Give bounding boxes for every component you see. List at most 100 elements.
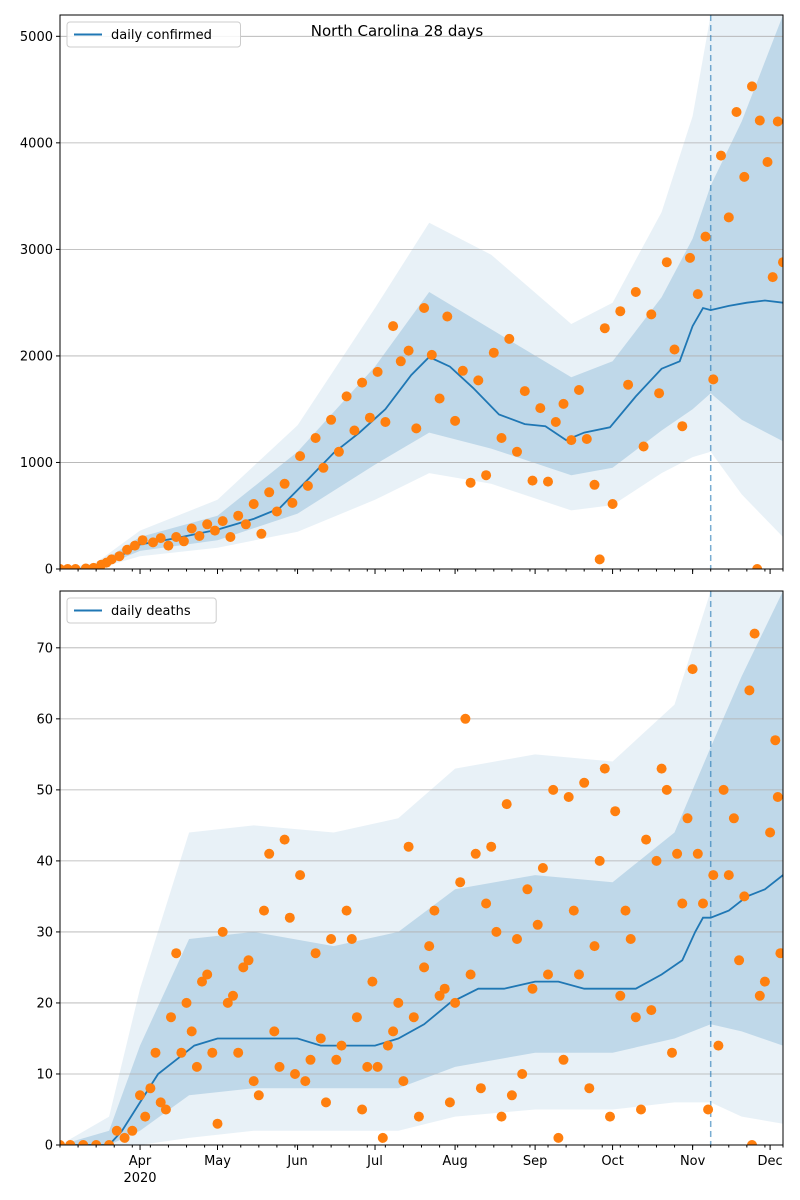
data-point [127,1125,138,1136]
data-point [615,306,626,317]
data-point [754,115,765,126]
data-point [641,834,652,845]
data-point [698,898,708,909]
data-point [305,1054,316,1065]
data-point [470,848,481,859]
data-point [176,1047,187,1058]
data-point [419,962,430,973]
plot-area [60,15,783,569]
legend-box [66,597,217,624]
data-point [589,479,600,490]
data-point [512,446,522,457]
y-tick-label: 0 [45,1139,53,1154]
data-point [473,375,484,386]
data-point [527,475,538,486]
y-tick-label: 20 [36,996,53,1011]
data-point [669,344,680,355]
data-point [700,231,711,242]
data-point [122,544,133,555]
x-tick-label: Oct [601,1154,623,1169]
data-point [623,379,634,390]
data-point [718,784,729,795]
data-point [106,554,117,565]
data-point [501,799,512,810]
data-point [279,834,290,845]
data-point [692,289,703,300]
data-point [504,333,515,344]
data-point [186,1026,197,1037]
data-point [248,1076,259,1087]
x-tick-label: May [204,1154,231,1169]
data-point [574,969,584,980]
data-point [315,1033,326,1044]
data-point [155,533,166,544]
data-point [744,685,755,696]
x-tick-label: Jun [286,1154,307,1169]
data-point [734,955,745,966]
data-point [762,157,773,167]
data-point [615,990,626,1001]
data-point [233,1047,244,1058]
data-point [135,1090,145,1101]
data-point [450,415,461,426]
data-point [65,1140,76,1145]
data-point [661,257,672,268]
data-point [140,1111,151,1122]
deaths-panel: 0 10 20 30 40 50 60 70 Apr May Jun Jul Aug Sep Oct Nov D… [36,590,784,1186]
x-tick-label: Jul [366,1154,383,1169]
uncertainty-band-1 [60,591,783,1145]
y-tick-label: 5000 [20,30,53,45]
data-point [248,499,259,509]
data-point [716,150,726,161]
data-point [424,941,435,952]
legend-label: daily confirmed [111,28,212,43]
data-point [532,919,543,930]
data-point [259,905,269,916]
data-point [772,116,783,127]
data-point [677,421,688,432]
data-point [574,385,584,395]
data-point [295,870,306,881]
y-tick-label: 4000 [20,136,53,151]
data-point [326,934,337,944]
data-point [579,777,590,788]
data-point [535,403,546,414]
data-point [398,1076,409,1087]
data-point [88,562,99,569]
data-point [687,664,698,675]
data-point [295,451,306,462]
data-point [228,990,238,1001]
data-point [752,564,763,569]
data-point [403,345,414,356]
data-point [558,398,569,409]
data-point [646,309,657,320]
y-tick-label: 70 [36,641,53,656]
data-point [506,1090,517,1101]
data-point [620,905,631,916]
data-point [137,535,148,546]
data-point [111,1125,122,1136]
uncertainty-band-2 [60,15,783,569]
data-point [233,510,244,521]
data-point [243,955,254,966]
data-point [638,441,649,452]
data-point [636,1104,646,1115]
data-point [256,528,267,539]
data-point [517,1069,528,1079]
data-point [300,1076,311,1087]
data-point [372,1061,383,1072]
data-point [543,476,553,487]
data-point [212,1118,223,1129]
data-point [419,303,430,313]
data-point [589,941,600,952]
data-point [630,1012,641,1023]
data-point [403,841,414,852]
data-point [357,377,368,388]
data-point [114,551,125,562]
data-point [426,349,437,360]
data-point [728,813,739,824]
data-point [775,948,783,959]
data-point [60,1140,65,1145]
data-point [767,272,778,283]
data-point [341,905,352,916]
